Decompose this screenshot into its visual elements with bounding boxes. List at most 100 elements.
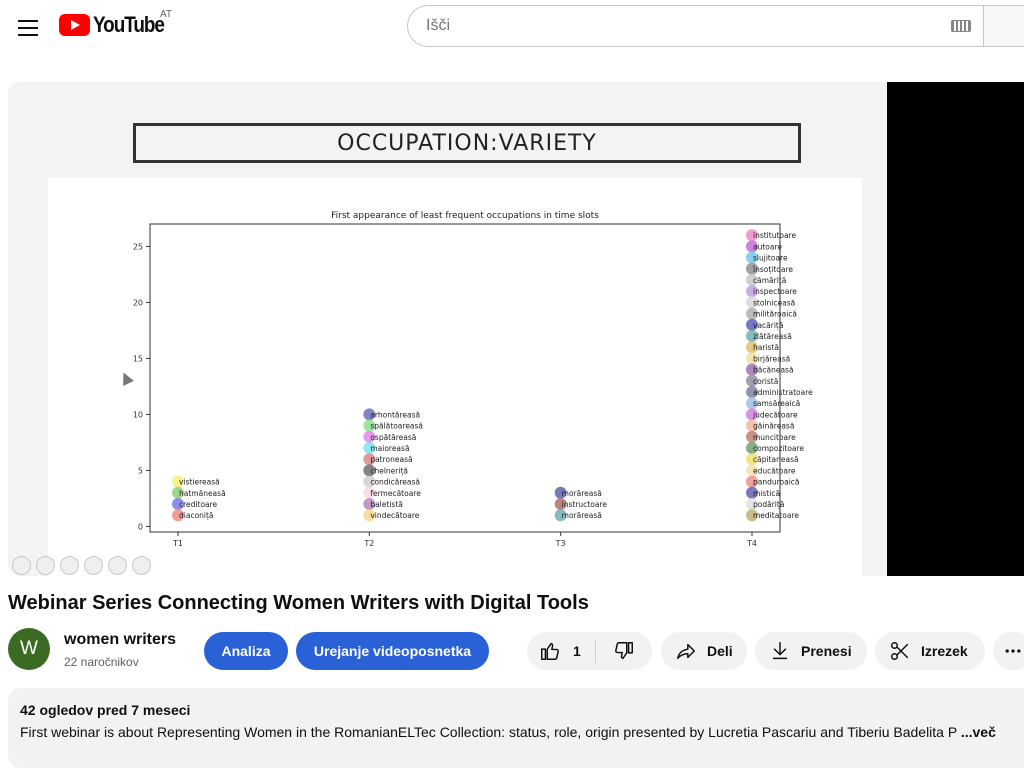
- data-point: [363, 408, 376, 421]
- data-point: [746, 419, 758, 432]
- data-point-label: instructoare: [562, 500, 608, 509]
- data-point: [554, 509, 567, 522]
- download-button[interactable]: Prenesi: [755, 632, 867, 670]
- scissors-icon: [891, 642, 909, 660]
- keyboard-icon[interactable]: [951, 20, 972, 32]
- more-horizontal-icon: [1005, 649, 1021, 653]
- video-player[interactable]: OCCUPATION:VARIETY First appearance of l…: [8, 82, 1024, 576]
- data-point: [363, 430, 376, 443]
- more-icon[interactable]: [132, 556, 151, 575]
- y-tick-label: 20: [133, 298, 143, 307]
- next-icon[interactable]: [36, 556, 55, 575]
- logo-text: YouTube: [93, 12, 165, 37]
- scatter-chart: First appearance of least frequent occup…: [133, 211, 813, 548]
- search-bar: [407, 5, 1024, 47]
- data-point-label: educătoare: [753, 466, 796, 475]
- data-point-label: arhontăreasă: [370, 410, 420, 419]
- prev-icon[interactable]: [12, 556, 31, 575]
- data-point-label: inspectoare: [753, 287, 797, 296]
- y-tick-label: 5: [138, 466, 143, 475]
- slide-controls: [12, 556, 151, 575]
- like-count: 1: [573, 643, 581, 659]
- description-text: First webinar is about Representing Wome…: [20, 722, 1020, 742]
- subscriber-count: 22 naročnikov: [64, 655, 139, 669]
- show-more-link[interactable]: ...več: [960, 724, 996, 740]
- data-point: [363, 475, 376, 488]
- data-point-label: mistică: [753, 489, 780, 498]
- y-tick-label: 25: [133, 242, 143, 251]
- data-point: [363, 498, 376, 510]
- clip-label: Izrezek: [921, 643, 968, 659]
- data-point-label: slujitoare: [753, 254, 788, 263]
- pen-icon[interactable]: [60, 556, 79, 575]
- x-tick-label: T4: [746, 539, 757, 548]
- zoom-icon[interactable]: [108, 556, 127, 575]
- edit-video-button[interactable]: Urejanje videoposnetka: [296, 632, 489, 670]
- data-point-label: ospătăreasă: [370, 433, 416, 442]
- clip-button[interactable]: Izrezek: [875, 632, 985, 670]
- plot-frame: [149, 223, 781, 533]
- data-point: [746, 262, 758, 275]
- data-point: [363, 419, 376, 432]
- data-point: [746, 229, 758, 242]
- data-point: [363, 442, 376, 454]
- copy-icon[interactable]: [84, 556, 103, 575]
- data-point-label: muncitoare: [753, 433, 796, 442]
- data-point: [746, 430, 758, 443]
- channel-name[interactable]: women writers: [64, 631, 177, 648]
- channel-avatar[interactable]: W: [8, 628, 50, 670]
- data-point: [554, 486, 567, 499]
- data-point-label: vistiereasă: [179, 478, 220, 487]
- view-count-date: 42 ogledov pred 7 meseci: [20, 702, 191, 718]
- analytics-button[interactable]: Analiza: [204, 632, 288, 670]
- data-point: [746, 285, 758, 298]
- data-point-label: căpitaneasă: [753, 455, 799, 464]
- data-point: [746, 352, 758, 365]
- data-point: [746, 318, 758, 331]
- share-arrow-icon: [677, 643, 695, 660]
- data-point: [746, 509, 758, 522]
- data-point-label: însoțitoare: [752, 265, 793, 275]
- data-point: [172, 475, 184, 488]
- data-point-label: creditoare: [179, 500, 218, 509]
- data-point: [746, 374, 758, 387]
- data-point-label: vindecătoare: [370, 511, 419, 520]
- y-tick-label: 15: [133, 354, 143, 363]
- data-point: [554, 498, 567, 510]
- chart-title: First appearance of least frequent occup…: [331, 211, 599, 221]
- data-point-label: morăreasă: [562, 511, 602, 520]
- data-point: [746, 251, 758, 264]
- slide-heading: OCCUPATION:VARIETY: [133, 123, 801, 163]
- data-point-label: meditatoare: [753, 511, 799, 520]
- data-point: [746, 274, 758, 286]
- hamburger-menu-icon[interactable]: [8, 8, 48, 48]
- data-point: [363, 453, 376, 466]
- data-point-label: chelneriță: [370, 466, 408, 476]
- youtube-play-icon: [59, 14, 90, 36]
- data-point-label: maioreasă: [370, 444, 409, 453]
- youtube-logo[interactable]: YouTube: [59, 12, 175, 38]
- y-tick-label: 10: [133, 410, 143, 419]
- data-point-label: găinăreasă: [753, 422, 794, 431]
- dislike-button[interactable]: [596, 632, 652, 670]
- data-point: [746, 296, 758, 309]
- data-point: [172, 509, 184, 522]
- share-button[interactable]: Deli: [661, 632, 747, 670]
- data-point-label: panduroaică: [753, 478, 800, 487]
- data-point-label: birjăreasă: [753, 354, 790, 363]
- description-box[interactable]: 42 ogledov pred 7 meseci First webinar i…: [8, 688, 1024, 768]
- search-button[interactable]: [983, 5, 1024, 47]
- search-box: [407, 5, 984, 47]
- data-point: [363, 464, 376, 477]
- data-point-label: stolniceasă: [753, 298, 795, 307]
- data-point: [746, 341, 758, 354]
- more-actions-button[interactable]: [993, 632, 1024, 670]
- y-tick-label: 0: [138, 522, 143, 531]
- data-point-label: morăreasă: [562, 489, 602, 498]
- search-input[interactable]: [426, 17, 846, 35]
- data-point-label: vacăriță: [753, 321, 783, 331]
- data-point-label: fermecătoare: [370, 489, 421, 498]
- data-point-label: autoare: [753, 242, 782, 251]
- data-point-label: milităroaică: [753, 310, 797, 319]
- like-button[interactable]: 1: [527, 632, 595, 670]
